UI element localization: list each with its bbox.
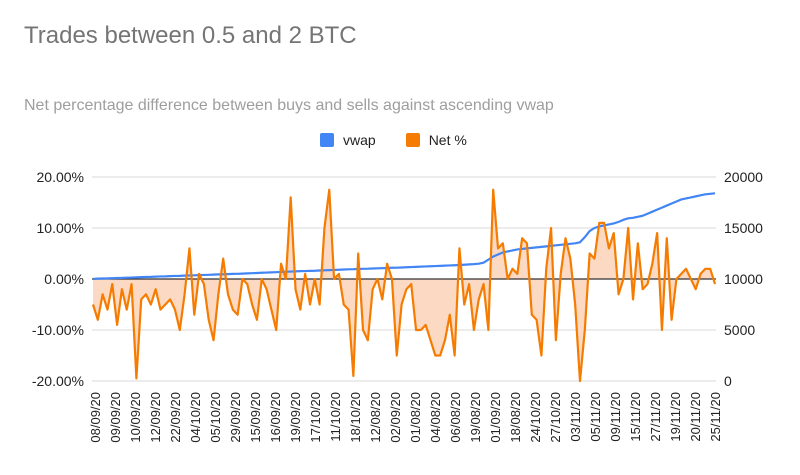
y-right-tick-label: 5000 xyxy=(724,322,755,338)
x-tick-label: 19/09/20 xyxy=(288,392,303,443)
x-tick-label: 04/08/20 xyxy=(428,392,443,443)
x-tick-label: 16/09/20 xyxy=(268,392,283,443)
chart-title: Trades between 0.5 and 2 BTC xyxy=(24,22,357,49)
x-tick-label: 02/09/20 xyxy=(388,392,403,443)
x-tick-label: 05/11/20 xyxy=(588,392,603,442)
legend-label-vwap: vwap xyxy=(343,132,376,148)
x-tick-label: 09/09/20 xyxy=(108,392,123,443)
x-tick-label: 27/11/20 xyxy=(648,392,663,442)
x-tick-label: 29/09/20 xyxy=(228,392,243,443)
y-left-tick-label: 10.00% xyxy=(37,220,84,236)
x-tick-label: 11/10/20 xyxy=(328,392,343,442)
net-area xyxy=(93,189,715,381)
legend: vwap Net % xyxy=(320,132,497,148)
y-right-tick-label: 0 xyxy=(724,373,732,389)
x-tick-label: 12/08/20 xyxy=(368,392,383,443)
chart-subtitle: Net percentage difference between buys a… xyxy=(24,97,554,114)
legend-item-vwap[interactable]: vwap xyxy=(320,132,376,148)
y-right-tick-label: 15000 xyxy=(724,220,763,236)
x-tick-label: 12/09/20 xyxy=(148,392,163,443)
x-tick-label: 25/11/20 xyxy=(708,392,723,442)
x-tick-label: 18/10/20 xyxy=(348,392,363,443)
x-tick-label: 17/10/20 xyxy=(308,392,323,443)
legend-swatch-vwap xyxy=(320,133,334,147)
x-tick-label: 19/11/20 xyxy=(668,392,683,442)
x-tick-label: 06/08/20 xyxy=(448,392,463,443)
x-tick-label: 24/10/20 xyxy=(528,392,543,443)
series-line-vwap xyxy=(92,192,716,281)
x-tick-label: 19/08/20 xyxy=(468,392,483,443)
x-tick-label: 08/09/20 xyxy=(88,392,103,443)
x-tick-label: 10/09/20 xyxy=(128,392,143,443)
x-tick-label: 27/10/20 xyxy=(548,392,563,443)
x-tick-label: 01/09/20 xyxy=(488,392,503,443)
x-tick-label: 09/11/20 xyxy=(608,392,623,442)
x-tick-label: 18/08/20 xyxy=(508,392,523,443)
y-left-tick-label: -10.00% xyxy=(32,322,84,338)
x-tick-label: 01/08/20 xyxy=(408,392,423,443)
x-tick-label: 03/11/20 xyxy=(568,392,583,442)
y-left-tick-label: 0.00% xyxy=(44,271,84,287)
series-line-net xyxy=(91,188,717,383)
x-tick-label: 15/09/20 xyxy=(248,392,263,443)
x-tick-label: 04/10/20 xyxy=(188,392,203,443)
legend-item-net[interactable]: Net % xyxy=(405,132,467,148)
x-tick-label: 15/11/20 xyxy=(628,392,643,442)
x-tick-label: 20/11/20 xyxy=(688,392,703,442)
x-tick-label: 22/09/20 xyxy=(168,392,183,443)
y-right-tick-label: 10000 xyxy=(724,271,763,287)
y-left-tick-label: -20.00% xyxy=(32,373,84,389)
x-tick-label: 05/10/20 xyxy=(208,392,223,443)
legend-swatch-net xyxy=(405,133,420,147)
y-left-tick-label: 20.00% xyxy=(37,169,84,185)
legend-label-net: Net % xyxy=(428,132,467,148)
y-right-tick-label: 20000 xyxy=(724,169,763,185)
